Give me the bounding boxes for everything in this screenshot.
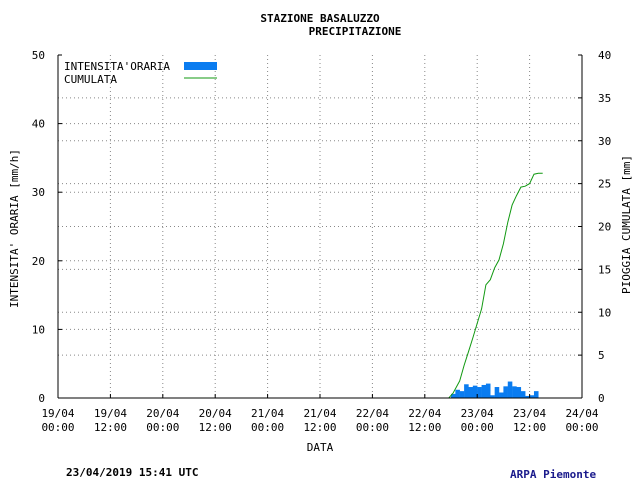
tick-label-right: 25 <box>598 178 611 191</box>
tick-label-right: 5 <box>598 349 605 362</box>
bar-intensita-oraria <box>481 384 487 398</box>
source-label: ARPA Piemonte <box>510 468 597 481</box>
tick-label-right: 20 <box>598 221 611 234</box>
tick-label-right: 35 <box>598 92 611 105</box>
bar-intensita-oraria <box>459 391 465 398</box>
chart-subtitle: PRECIPITAZIONE <box>308 25 402 38</box>
bar-intensita-oraria <box>485 383 491 398</box>
bar-intensita-oraria <box>472 385 478 398</box>
tick-label-left: 0 <box>38 392 45 405</box>
line-cumulata <box>58 172 543 399</box>
tick-label-time: 00:00 <box>251 421 284 434</box>
tick-label-date: 20/04 <box>199 407 232 420</box>
tick-label-right: 30 <box>598 135 611 148</box>
bar-intensita-oraria <box>533 391 539 398</box>
tick-label-time: 00:00 <box>41 421 74 434</box>
bar-intensita-oraria <box>455 389 460 398</box>
tick-label-left: 50 <box>32 49 45 62</box>
tick-label-left: 40 <box>32 118 45 131</box>
legend-label-intensita: INTENSITA'ORARIA <box>64 60 170 73</box>
x-axis-label: DATA <box>307 441 334 454</box>
tick-label-left: 30 <box>32 186 45 199</box>
tick-label-right: 10 <box>598 306 611 319</box>
bar-intensita-oraria <box>464 384 469 398</box>
tick-label-time: 12:00 <box>303 421 336 434</box>
bar-intensita-oraria <box>516 387 522 398</box>
bar-intensita-oraria <box>512 386 517 398</box>
legend-label-cumulata: CUMULATA <box>64 73 117 86</box>
tick-label-date: 24/04 <box>565 407 598 420</box>
bar-intensita-oraria <box>490 395 495 398</box>
bar-intensita-oraria <box>477 387 482 398</box>
tick-label-right: 15 <box>598 263 611 276</box>
tick-label-date: 23/04 <box>461 407 494 420</box>
tick-label-left: 10 <box>32 323 45 336</box>
tick-label-time: 00:00 <box>565 421 598 434</box>
bar-intensita-oraria <box>529 395 535 398</box>
tick-label-time: 00:00 <box>356 421 389 434</box>
tick-label-time: 12:00 <box>513 421 546 434</box>
bar-intensita-oraria <box>503 386 508 398</box>
tick-label-date: 22/04 <box>408 407 441 420</box>
tick-label-date: 19/04 <box>41 407 74 420</box>
tick-label-date: 20/04 <box>146 407 179 420</box>
y-axis-label-left: INTENSITA' ORARIA [mm/h] <box>8 149 21 308</box>
tick-label-date: 19/04 <box>94 407 127 420</box>
tick-label-date: 21/04 <box>251 407 284 420</box>
tick-label-time: 00:00 <box>461 421 494 434</box>
y-axis-label-right: PIOGGIA CUMULATA [mm] <box>620 155 633 294</box>
tick-label-date: 21/04 <box>303 407 336 420</box>
bar-intensita-oraria <box>451 393 456 398</box>
bar-intensita-oraria <box>468 387 474 398</box>
tick-label-date: 22/04 <box>356 407 389 420</box>
timestamp-label: 23/04/2019 15:41 UTC <box>66 466 199 479</box>
tick-label-right: 0 <box>598 392 605 405</box>
bar-intensita-oraria <box>525 395 530 398</box>
tick-label-right: 40 <box>598 49 611 62</box>
chart-title: STAZIONE BASALUZZO <box>260 12 380 25</box>
tick-label-time: 12:00 <box>408 421 441 434</box>
tick-label-time: 12:00 <box>199 421 232 434</box>
tick-label-date: 23/04 <box>513 407 546 420</box>
bar-intensita-oraria <box>520 391 526 398</box>
legend-swatch-intensita <box>184 62 217 70</box>
tick-label-time: 12:00 <box>94 421 127 434</box>
tick-label-left: 20 <box>32 255 45 268</box>
bar-intensita-oraria <box>507 381 513 398</box>
bar-intensita-oraria <box>499 392 504 398</box>
tick-label-time: 00:00 <box>146 421 179 434</box>
bar-intensita-oraria <box>494 387 500 398</box>
